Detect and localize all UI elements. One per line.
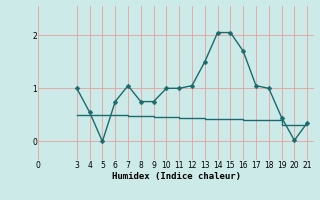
X-axis label: Humidex (Indice chaleur): Humidex (Indice chaleur) bbox=[111, 172, 241, 181]
